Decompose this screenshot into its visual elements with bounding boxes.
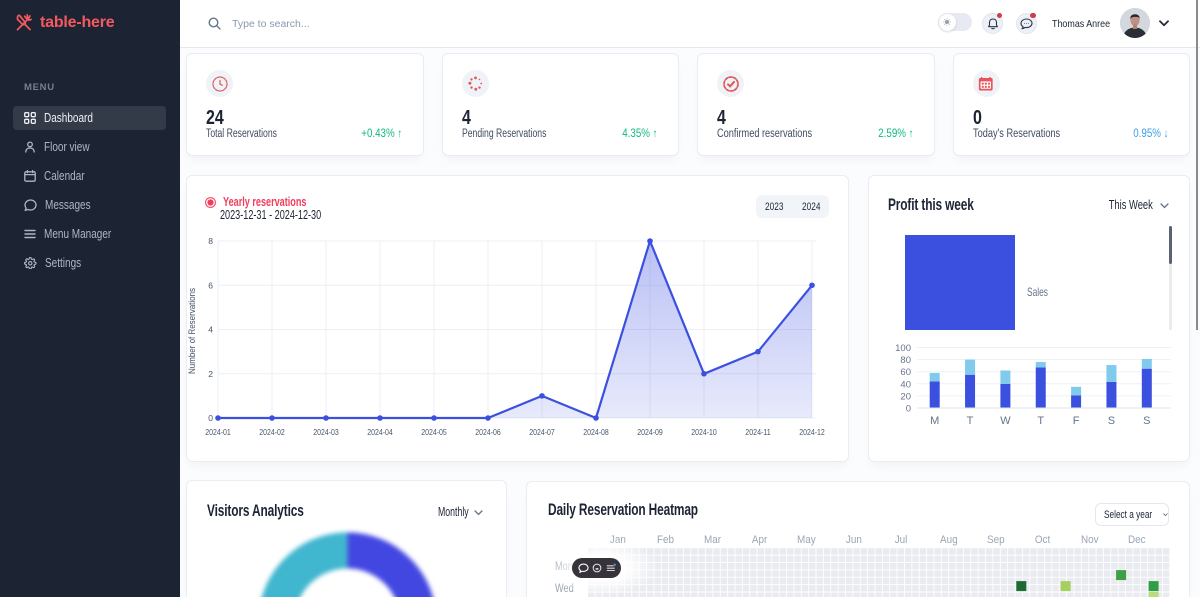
svg-text:80: 80 — [900, 355, 911, 366]
svg-text:T: T — [967, 415, 974, 427]
svg-text:W: W — [1000, 415, 1011, 427]
svg-text:2024-06: 2024-06 — [475, 427, 501, 437]
svg-text:2024-01: 2024-01 — [205, 427, 231, 437]
svg-text:2: 2 — [208, 369, 213, 379]
svg-text:0: 0 — [208, 413, 213, 423]
svg-text:8: 8 — [208, 236, 213, 246]
svg-text:Number of Reservations: Number of Reservations — [187, 288, 197, 374]
svg-text:M: M — [930, 415, 939, 427]
svg-text:T: T — [1037, 415, 1044, 427]
svg-text:2024-05: 2024-05 — [421, 427, 447, 437]
svg-text:2024-03: 2024-03 — [313, 427, 339, 437]
svg-text:2024-10: 2024-10 — [691, 427, 717, 437]
svg-text:F: F — [1073, 415, 1080, 427]
svg-text:60: 60 — [900, 367, 911, 378]
svg-text:6: 6 — [208, 280, 213, 290]
svg-text:S: S — [1108, 415, 1115, 427]
svg-text:2024-02: 2024-02 — [259, 427, 285, 437]
svg-text:S: S — [1143, 415, 1150, 427]
svg-text:40: 40 — [900, 379, 911, 390]
svg-text:20: 20 — [900, 391, 911, 402]
svg-text:2024-12: 2024-12 — [799, 427, 825, 437]
svg-text:2024-08: 2024-08 — [583, 427, 609, 437]
svg-text:2024-11: 2024-11 — [745, 427, 771, 437]
svg-text:100: 100 — [895, 343, 911, 354]
svg-text:2024-04: 2024-04 — [367, 427, 393, 437]
svg-text:2024-07: 2024-07 — [529, 427, 555, 437]
svg-text:0: 0 — [906, 404, 911, 415]
svg-text:2024-09: 2024-09 — [637, 427, 663, 437]
svg-text:4: 4 — [208, 325, 213, 335]
